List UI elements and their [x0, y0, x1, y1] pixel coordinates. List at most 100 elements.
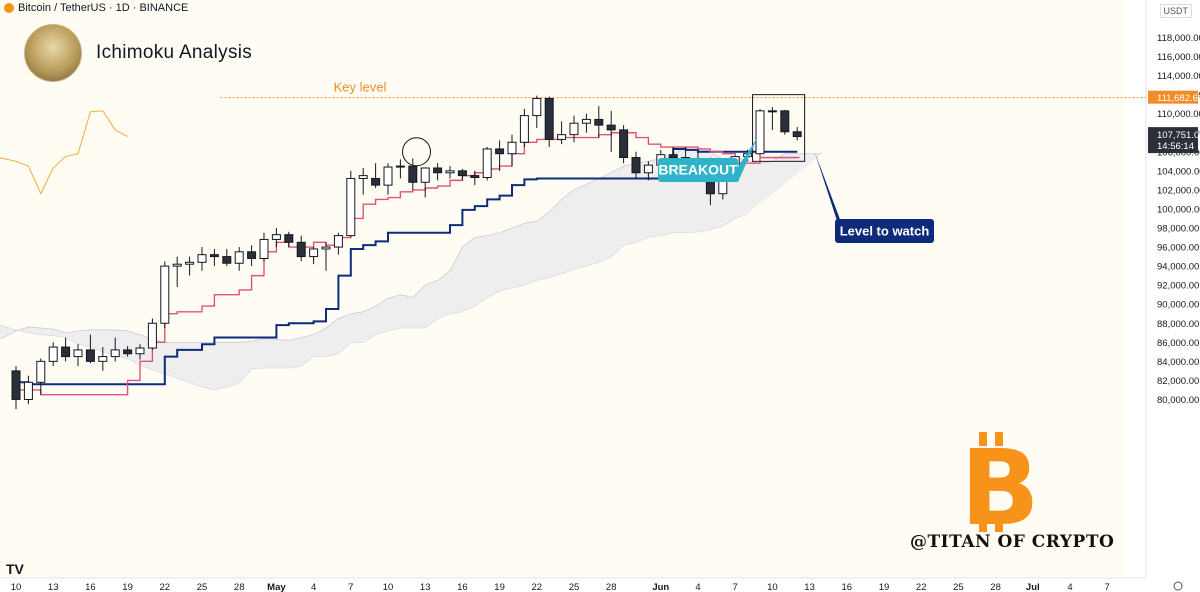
- x-tick-label: May: [267, 582, 286, 592]
- brand-block: Ichimoku Analysis: [24, 24, 252, 82]
- x-tick-label: 16: [842, 582, 853, 592]
- candle-body: [569, 122, 579, 136]
- x-tick-label: 13: [804, 582, 815, 592]
- candle-body: [445, 170, 455, 174]
- watermark-text: @TITAN OF CRYPTO: [910, 532, 1115, 552]
- candle-body: [197, 254, 207, 263]
- candle-body: [160, 265, 170, 324]
- candle-body: [147, 322, 157, 349]
- x-tick-label: 16: [85, 582, 96, 592]
- y-tick-label: 116,000.00: [1157, 52, 1200, 63]
- avatar: [24, 24, 82, 82]
- candle-body: [668, 154, 678, 159]
- candle-body: [371, 177, 381, 186]
- x-tick-label: 4: [1067, 582, 1072, 592]
- x-tick-label: 10: [383, 582, 394, 592]
- y-tick-label: 84,000.00: [1157, 357, 1199, 368]
- candle-body: [358, 175, 368, 179]
- chikou-breakout-circle: [402, 137, 432, 167]
- y-tick-label: 114,000.00: [1157, 71, 1200, 82]
- y-tick-label: 102,000.00: [1157, 185, 1200, 196]
- breakout-label: BREAKOUT: [658, 162, 738, 178]
- candle-body: [123, 349, 133, 355]
- candle-body: [48, 346, 58, 362]
- candle-body: [36, 360, 46, 383]
- level-to-watch-label: Level to watch: [840, 224, 930, 239]
- key-level-tag-bg: [1148, 90, 1198, 104]
- candle-body: [619, 129, 629, 159]
- candle-body: [507, 141, 517, 155]
- y-tick-label: 118,000.00: [1157, 33, 1200, 44]
- y-tick-label: 96,000.00: [1157, 243, 1199, 254]
- candle-body: [594, 118, 604, 126]
- level-pointer: [814, 151, 841, 233]
- cloud-span-a: [0, 146, 822, 343]
- x-tick-label: 7: [1105, 582, 1110, 592]
- current-price-tag: 107,751.09: [1157, 130, 1200, 141]
- x-tick-label: Jul: [1026, 582, 1040, 592]
- candle-body: [346, 177, 356, 237]
- x-tick-label: 28: [990, 582, 1001, 592]
- candle-body: [321, 246, 331, 250]
- candle-body: [792, 131, 802, 138]
- candle-body: [234, 251, 244, 264]
- history-shading: [0, 0, 1125, 578]
- x-tick-label: 13: [48, 582, 59, 592]
- x-tick-label: 25: [569, 582, 580, 592]
- candle-body: [284, 234, 294, 243]
- key-level-label: Key level: [334, 80, 387, 95]
- y-tick-label: 90,000.00: [1157, 300, 1199, 311]
- x-tick-label: 22: [916, 582, 927, 592]
- candle-body: [557, 134, 567, 140]
- x-tick-label: 22: [532, 582, 543, 592]
- x-tick-label: 4: [311, 582, 316, 592]
- x-tick-label: 4: [695, 582, 700, 592]
- candle-body: [98, 356, 108, 362]
- x-tick-label: 28: [234, 582, 245, 592]
- candle-body: [433, 167, 443, 174]
- candle-body: [259, 238, 269, 259]
- candle-body: [395, 165, 405, 168]
- level-label-bg: [835, 219, 934, 243]
- candle-body: [222, 256, 232, 264]
- x-tick-label: 19: [122, 582, 133, 592]
- currency-selector[interactable]: USDT: [1159, 4, 1192, 18]
- y-tick-label: 80,000.00: [1157, 395, 1199, 406]
- tradingview-logo-icon: TV: [6, 561, 25, 577]
- key-level-tag: 111,682.66: [1157, 93, 1200, 104]
- candle-body: [383, 166, 393, 186]
- candle-body: [61, 346, 71, 358]
- y-tick-label: 94,000.00: [1157, 262, 1199, 273]
- candle-body: [532, 97, 542, 117]
- breakout-box: [752, 94, 806, 162]
- settings-gear-icon: [1173, 581, 1183, 591]
- y-tick-label: 110,000.00: [1157, 109, 1200, 120]
- candle-body: [271, 234, 281, 240]
- tenkan-line: [16, 132, 798, 396]
- candle-body: [209, 254, 219, 258]
- y-tick-label: 82,000.00: [1157, 376, 1199, 387]
- x-tick-label: 13: [420, 582, 431, 592]
- candle-body: [135, 347, 145, 355]
- candle-body: [519, 115, 529, 143]
- x-tick-label: 25: [953, 582, 964, 592]
- bitcoin-logo-icon: B: [960, 432, 1040, 532]
- y-tick-label: 88,000.00: [1157, 319, 1199, 330]
- x-tick-label: 19: [879, 582, 890, 592]
- y-tick-label: 92,000.00: [1157, 281, 1199, 292]
- candle-body: [296, 241, 306, 258]
- x-tick-label: Jun: [652, 582, 669, 592]
- breakout-label-bg: [658, 158, 738, 182]
- candle-body: [247, 251, 257, 259]
- x-tick-label: 16: [457, 582, 468, 592]
- chikou-line: [0, 110, 128, 195]
- candle-body: [85, 349, 95, 362]
- candle-body: [23, 381, 33, 400]
- current-price-tag-bg: [1148, 127, 1198, 154]
- bitcoin-coin-icon: [4, 3, 14, 13]
- x-tick-label: 22: [160, 582, 171, 592]
- candle-body: [767, 110, 777, 113]
- candle-body: [755, 110, 765, 155]
